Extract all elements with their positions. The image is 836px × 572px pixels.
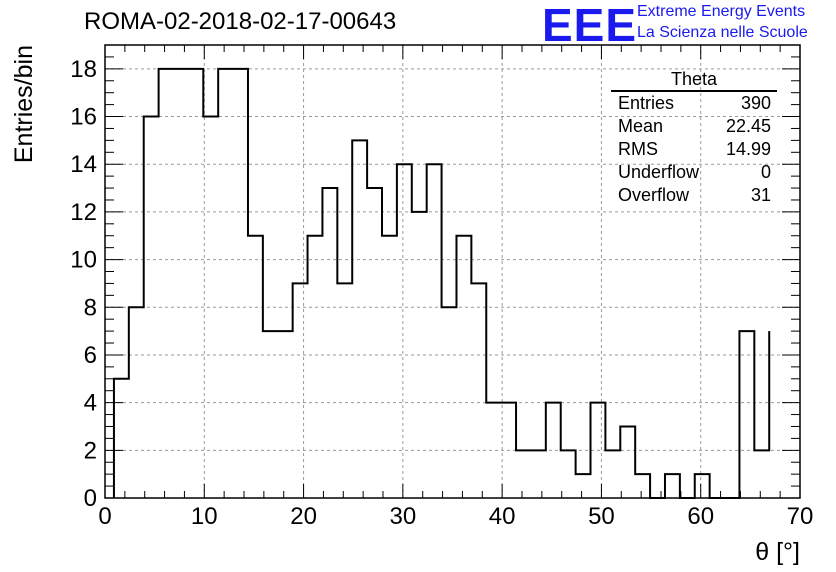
stats-label: Entries [618,93,675,113]
y-tick-label: 14 [70,151,97,178]
y-tick-label: 0 [84,485,97,512]
y-tick-label: 4 [84,390,97,417]
stats-title: Theta [611,68,777,92]
eee-logo: EEE [542,0,638,51]
x-tick-label: 60 [687,503,714,530]
tick-labels: 0 10 20 30 40 50 60 70 0 2 4 6 8 10 12 14 16 18 [70,56,813,530]
x-tick-label: 20 [290,503,317,530]
y-tick-label: 6 [84,342,97,369]
stats-value: 31 [750,185,771,205]
x-tick-label: 30 [390,503,417,530]
axis-ticks [104,44,801,499]
stats-row-mean: Mean 22.45 [611,115,777,138]
y-axis-label: Entries/bin [10,45,38,163]
x-axis-label: θ [°] [755,538,800,566]
y-tick-label: 18 [70,56,97,83]
stats-row-underflow: Underflow 0 [611,161,777,184]
run-title: ROMA-02-2018-02-17-00643 [84,8,397,35]
stats-row-entries: Entries 390 [611,92,777,115]
y-tick-label: 12 [70,199,97,226]
x-tick-label: 50 [588,503,615,530]
stats-value: 390 [740,93,771,113]
stats-row-rms: RMS 14.99 [611,138,777,161]
stats-value: 22.45 [725,116,771,136]
stats-box: Theta Entries 390 Mean 22.45 RMS 14.99 U… [611,68,777,207]
histogram-outline [112,67,771,499]
x-tick-label: 40 [489,503,516,530]
y-tick-label: 8 [84,294,97,321]
stats-value: 14.99 [725,139,771,159]
stats-value: 0 [760,162,771,182]
y-tick-label: 10 [70,247,97,274]
stats-label: Overflow [618,185,690,205]
y-tick-label: 16 [70,104,97,131]
logo-line-2: La Scienza nelle Scuole [637,24,808,41]
x-tick-label: 70 [787,503,814,530]
x-tick-label: 10 [191,503,218,530]
stats-label: Underflow [618,162,700,182]
stats-label: RMS [618,139,658,159]
x-tick-label: 0 [98,503,111,530]
stats-row-overflow: Overflow 31 [611,184,777,207]
y-tick-label: 2 [84,437,97,464]
stats-label: Mean [618,116,664,136]
logo-line-1: Extreme Energy Events [637,3,806,20]
